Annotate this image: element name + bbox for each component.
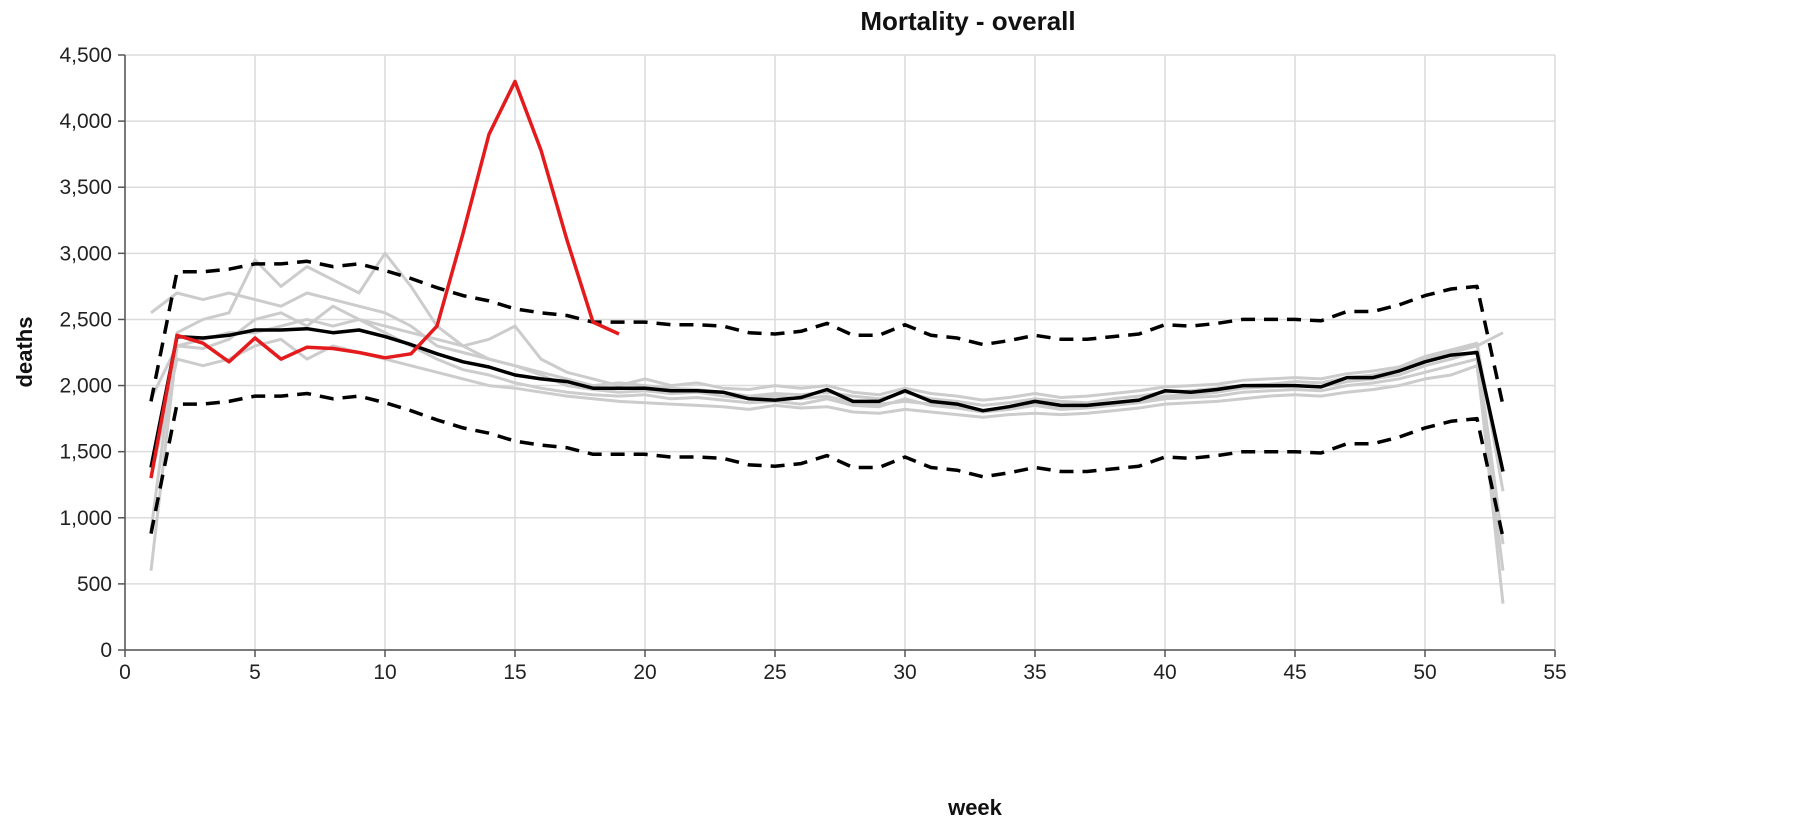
historical-year-line: [149, 317, 1505, 492]
chart-title: Mortality - overall: [860, 6, 1075, 36]
current-year-line: [149, 79, 620, 479]
historical-year-line: [150, 291, 1504, 407]
x-tick-label: 10: [373, 661, 396, 684]
x-tick-label: 45: [1283, 661, 1306, 684]
grid: [124, 54, 1556, 651]
x-tick-label: 20: [633, 661, 656, 684]
y-tick-label: 0: [100, 639, 112, 662]
y-tick-label: 4,000: [59, 110, 112, 133]
y-tick-label: 4,500: [59, 44, 112, 67]
y-tick-label: 500: [77, 573, 112, 596]
lower-bound-line: [149, 391, 1505, 538]
axes: 0 5 10 15 20 25 30 35 40 45 50 55 0 500 1,000 1,500 2,00…: [59, 44, 1566, 684]
y-tick-label: 1,500: [59, 441, 112, 464]
y-tick-label: 2,000: [59, 375, 112, 398]
y-tick-label: 3,000: [59, 242, 112, 265]
x-tick-label: 25: [763, 661, 786, 684]
y-tick-label: 2,500: [59, 308, 112, 331]
x-tick-label: 15: [503, 661, 526, 684]
baseline-line: [149, 326, 1505, 472]
x-tick-label: 0: [119, 661, 131, 684]
x-tick-label: 5: [249, 661, 261, 684]
x-tick-label: 40: [1153, 661, 1176, 684]
x-tick-label: 50: [1413, 661, 1436, 684]
series-lines: [149, 79, 1505, 604]
x-axis-title: week: [947, 795, 1003, 820]
y-tick-label: 3,500: [59, 176, 112, 199]
y-axis-title: deaths: [12, 317, 37, 388]
x-tick-label: 55: [1543, 661, 1566, 684]
x-tick-label: 30: [893, 661, 916, 684]
x-tick-label: 35: [1023, 661, 1046, 684]
historical-year-line: [149, 304, 1505, 604]
y-tick-label: 1,000: [59, 507, 112, 530]
upper-bound-line: [149, 259, 1505, 406]
